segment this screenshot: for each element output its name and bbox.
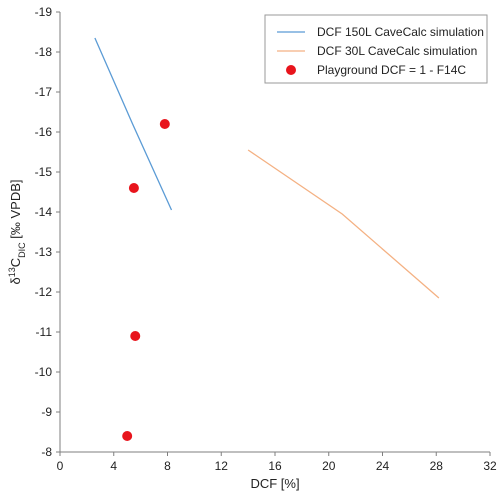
x-tick-label: 4 [110, 459, 117, 473]
y-axis-title-suffix: [‰ VPDB] [8, 179, 23, 242]
legend-swatch-playground [286, 65, 296, 75]
legend-entry-30l: DCF 30L CaveCalc simulation [317, 44, 477, 58]
y-tick-label: -12 [35, 285, 53, 299]
y-tick-label: -13 [35, 245, 53, 259]
x-tick-label: 12 [215, 459, 229, 473]
x-tick-label: 28 [430, 459, 444, 473]
x-tick-label: 8 [164, 459, 171, 473]
y-axis-title-main: C [8, 258, 23, 267]
legend-box [264, 14, 488, 84]
y-tick-label: -14 [35, 205, 53, 219]
data-point [130, 331, 141, 341]
plot-area [94, 37, 440, 441]
x-tick-label: 24 [376, 459, 390, 473]
axes: 0 4 8 12 16 20 24 28 32 -19 -18 -17 -16 -15 -14 -13 -12 -… [35, 5, 497, 473]
legend-entry-150l: DCF 150L CaveCalc simulation [317, 25, 484, 39]
y-tick-label: -17 [35, 85, 53, 99]
data-point [128, 183, 139, 193]
y-tick-label: -19 [35, 5, 53, 19]
series-line-1 [247, 149, 440, 299]
y-tick-label: -8 [41, 445, 52, 459]
y-axis-title: δ13CDIC [‰ VPDB] [7, 179, 27, 284]
y-axis-title-sub: DIC [17, 242, 27, 258]
y-tick-label: -16 [35, 125, 53, 139]
y-tick-label: -15 [35, 165, 53, 179]
legend-entry-playground: Playground DCF = 1 - F14C [317, 63, 466, 77]
x-axis-title: DCF [%] [250, 476, 299, 491]
y-tick-label: -11 [36, 325, 53, 339]
x-tick-label: 20 [322, 459, 336, 473]
y-axis-title-prefix: δ [8, 277, 23, 284]
y-tick-label: -9 [41, 405, 52, 419]
y-tick-label: -10 [35, 365, 53, 379]
x-tick-label: 16 [268, 459, 282, 473]
x-tick-label: 0 [57, 459, 64, 473]
series-line-0 [94, 37, 173, 211]
data-point [122, 431, 133, 441]
data-point [159, 119, 170, 129]
x-tick-label: 32 [483, 459, 497, 473]
y-tick-label: -18 [35, 45, 53, 59]
y-axis-title-sup: 13 [7, 267, 17, 277]
legend: DCF 150L CaveCalc simulation DCF 30L Cav… [264, 14, 488, 84]
